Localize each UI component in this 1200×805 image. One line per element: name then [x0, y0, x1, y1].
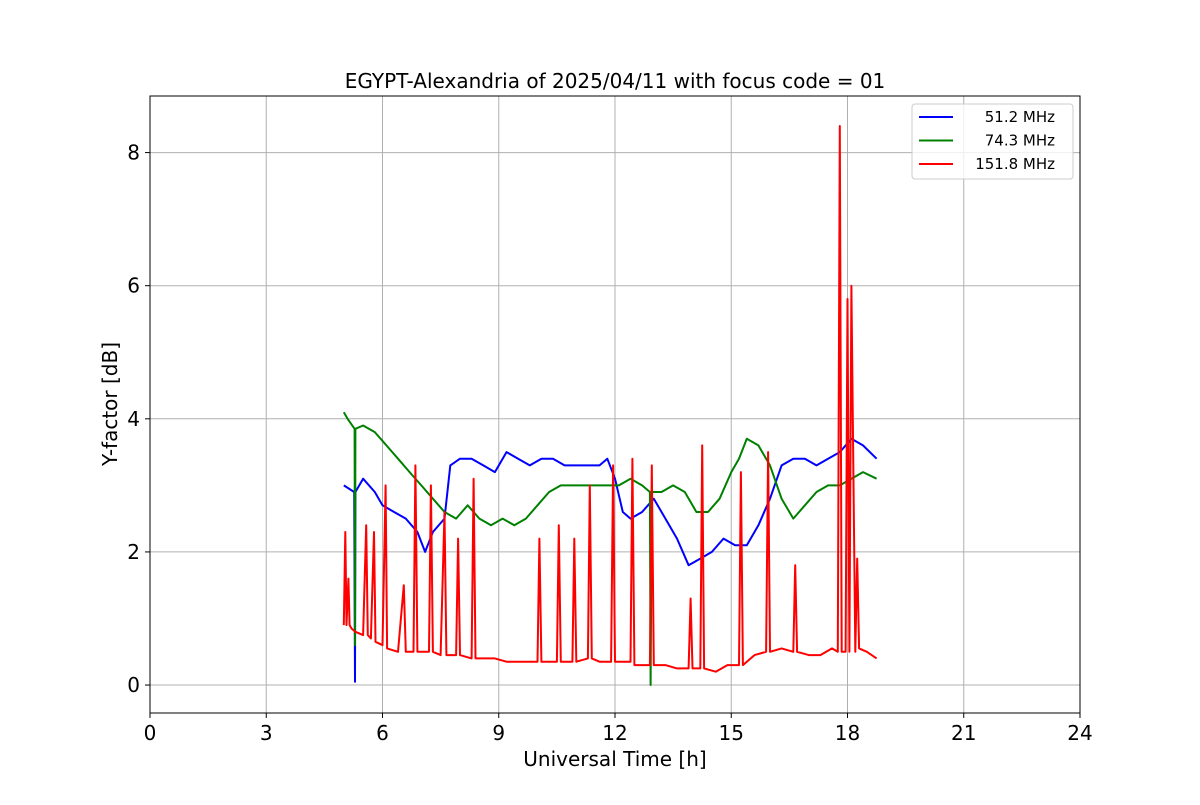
x-tick-label: 15 [719, 721, 744, 745]
legend-label: 151.8 MHz [975, 155, 1055, 173]
chart-title: EGYPT-Alexandria of 2025/04/11 with focu… [345, 69, 886, 93]
y-tick-label: 0 [127, 673, 140, 697]
x-tick-label: 18 [835, 721, 860, 745]
x-axis-label: Universal Time [h] [523, 747, 706, 771]
x-tick-label: 21 [951, 721, 976, 745]
legend-box [911, 103, 1074, 180]
x-tick-label: 6 [376, 721, 389, 745]
legend-label: 74.3 MHz [985, 132, 1055, 150]
series-line [342, 125, 878, 673]
series-line [342, 411, 878, 686]
x-tick-label: 0 [144, 721, 157, 745]
legend: 51.2 MHz 74.3 MHz 151.8 MHz [911, 103, 1074, 180]
x-tick-label: 9 [492, 721, 505, 745]
y-tick-label: 4 [127, 407, 140, 431]
series-layer [342, 125, 878, 686]
y-tick-label: 8 [127, 141, 140, 165]
y-tick-label: 6 [127, 274, 140, 298]
y-tick-label: 2 [127, 540, 140, 564]
x-tick-label: 24 [1067, 721, 1092, 745]
legend-label: 51.2 MHz [985, 108, 1055, 126]
x-tick-label: 3 [260, 721, 273, 745]
x-tick-label: 12 [602, 721, 627, 745]
y-axis-label: Y-factor [dB] [98, 342, 122, 467]
legend-items: 51.2 MHz 74.3 MHz 151.8 MHz [919, 108, 1055, 173]
